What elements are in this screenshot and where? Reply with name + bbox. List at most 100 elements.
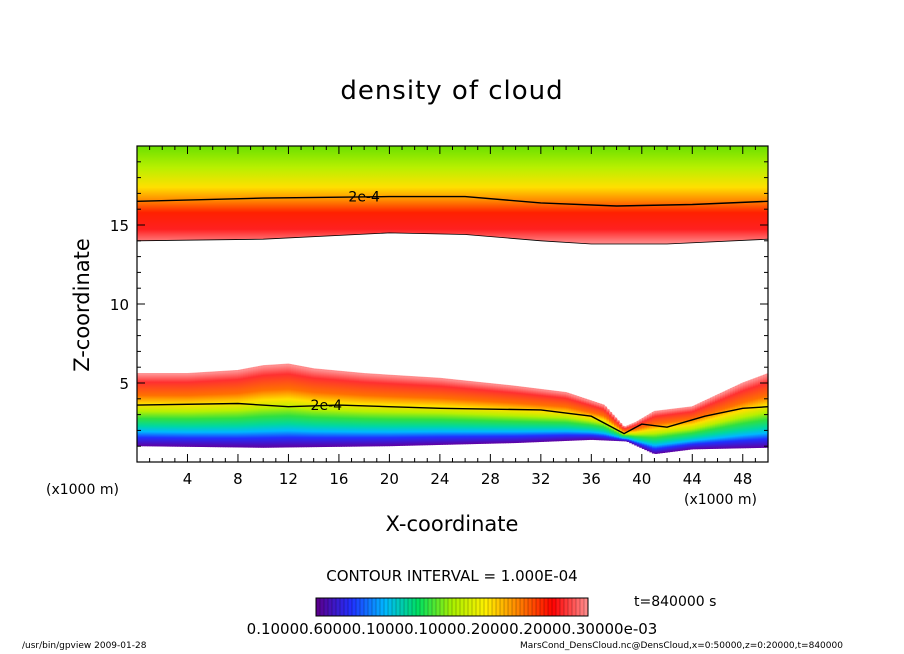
colorbar-cell [568,598,573,616]
lower-layer-slice [449,379,454,445]
colorbar-cell [384,598,389,616]
lower-layer-slice [588,400,592,440]
x-tick-label: 4 [183,470,193,488]
colorbar-cell [512,598,517,616]
lower-layer-slice [646,415,650,452]
lower-layer-slice [384,374,388,447]
lower-layer-slice [167,373,171,447]
lower-layer-slice [268,365,272,448]
lower-layer-slice [316,369,320,448]
lower-layer-slice [591,401,595,440]
lower-layer-slice [179,373,184,447]
lower-layer-slice [586,399,590,441]
lower-layer-slice [720,393,724,449]
colorbar-cell [452,598,457,616]
lower-layer-slice [530,388,534,443]
lower-layer-slice [414,376,418,446]
lower-layer-slice [510,385,514,444]
colorbar-cell [352,598,357,616]
lower-layer-slice [659,410,663,454]
colorbar-cell [320,598,325,616]
lower-layer-slice [343,371,348,447]
lower-layer-slice [465,381,469,445]
lower-layer-slice [667,409,671,453]
lower-layer-slice [237,370,242,448]
y-tick-label: 5 [119,375,129,393]
lower-layer-slice [487,383,491,444]
lower-layer-slice [409,376,413,446]
lower-layer-slice [432,377,436,446]
lower-layer-slice [730,388,734,449]
lower-layer-slice [515,386,519,443]
colorbar-cell [564,598,569,616]
colorbar-labels: 0.10000.60000.10000.10000.20000.20000.30… [247,620,658,638]
colorbar-cell [444,598,449,616]
lower-layer-slice [495,384,499,444]
lower-layer-slice [661,410,666,453]
colorbar-cell [556,598,561,616]
colorbar-cell [504,598,509,616]
lower-layer-slice [311,368,315,448]
lower-layer-slice [265,365,269,448]
lower-layer-slice [737,384,741,449]
contour-label-0: 2e-4 [348,190,380,206]
x-tick-label: 16 [329,470,348,488]
lower-layer-slice [692,406,696,450]
colorbar-cell [464,598,469,616]
lower-layer-slice [755,377,759,449]
lower-layer-slice [513,386,517,444]
lower-layer-slice [412,376,416,446]
lower-layer-slice [182,373,186,447]
colorbar-cell [552,598,557,616]
x-axis-unit-right: (x1000 m) [684,492,757,508]
colorbar-cell [388,598,393,616]
lower-layer-slice [429,377,433,446]
colorbar-cell [416,598,421,616]
lower-layer-slice [752,378,756,449]
colorbar-cell [484,598,489,616]
lower-layer-slice [548,390,552,442]
colorbar-cell [348,598,353,616]
lower-layer-slice [735,385,739,449]
lower-layer-slice [351,372,355,447]
lower-layer-slice [553,391,557,442]
lower-layer-slice [250,367,254,448]
lower-layer-slice [202,372,206,448]
lower-layer-slice [356,372,360,447]
colorbar-cell [572,598,577,616]
lower-layer-slice [187,373,191,447]
lower-layer-slice [631,423,635,445]
lower-layer-slice [505,385,509,444]
lower-layer-slice [407,376,411,446]
lower-layer-slice [636,421,640,447]
lower-layer-slice [369,373,373,447]
lower-layer-slice [248,368,252,448]
lower-layer-slice [593,402,597,441]
upper-cloud-layer [137,146,768,244]
colorbar-cell [424,598,429,616]
lower-layer-slice [394,375,398,447]
lower-layer-slice [538,389,542,443]
lower-layer-slice [346,371,350,447]
colorbar-cell [328,598,333,616]
lower-layer-slice [222,371,226,448]
lower-layer-slice [434,378,438,446]
colorbar-cell [456,598,461,616]
lower-layer-slice [318,369,322,448]
lower-layer-slice [366,373,370,447]
lower-layer-slice [460,380,464,445]
lower-layer-slice [563,392,567,441]
lower-layer-slice [561,392,565,442]
lower-layer-slice [336,371,340,447]
lower-layer-slice [656,410,661,454]
colorbar-cell [396,598,401,616]
layer-group [136,146,769,454]
lower-layer-slice [306,367,310,448]
lower-layer-slice [568,393,572,441]
colorbar-cell [380,598,385,616]
lower-layer-slice [177,373,181,447]
lower-layer-slice [455,379,459,445]
lower-layer-slice [502,384,507,444]
x-tick-label: 36 [582,470,601,488]
